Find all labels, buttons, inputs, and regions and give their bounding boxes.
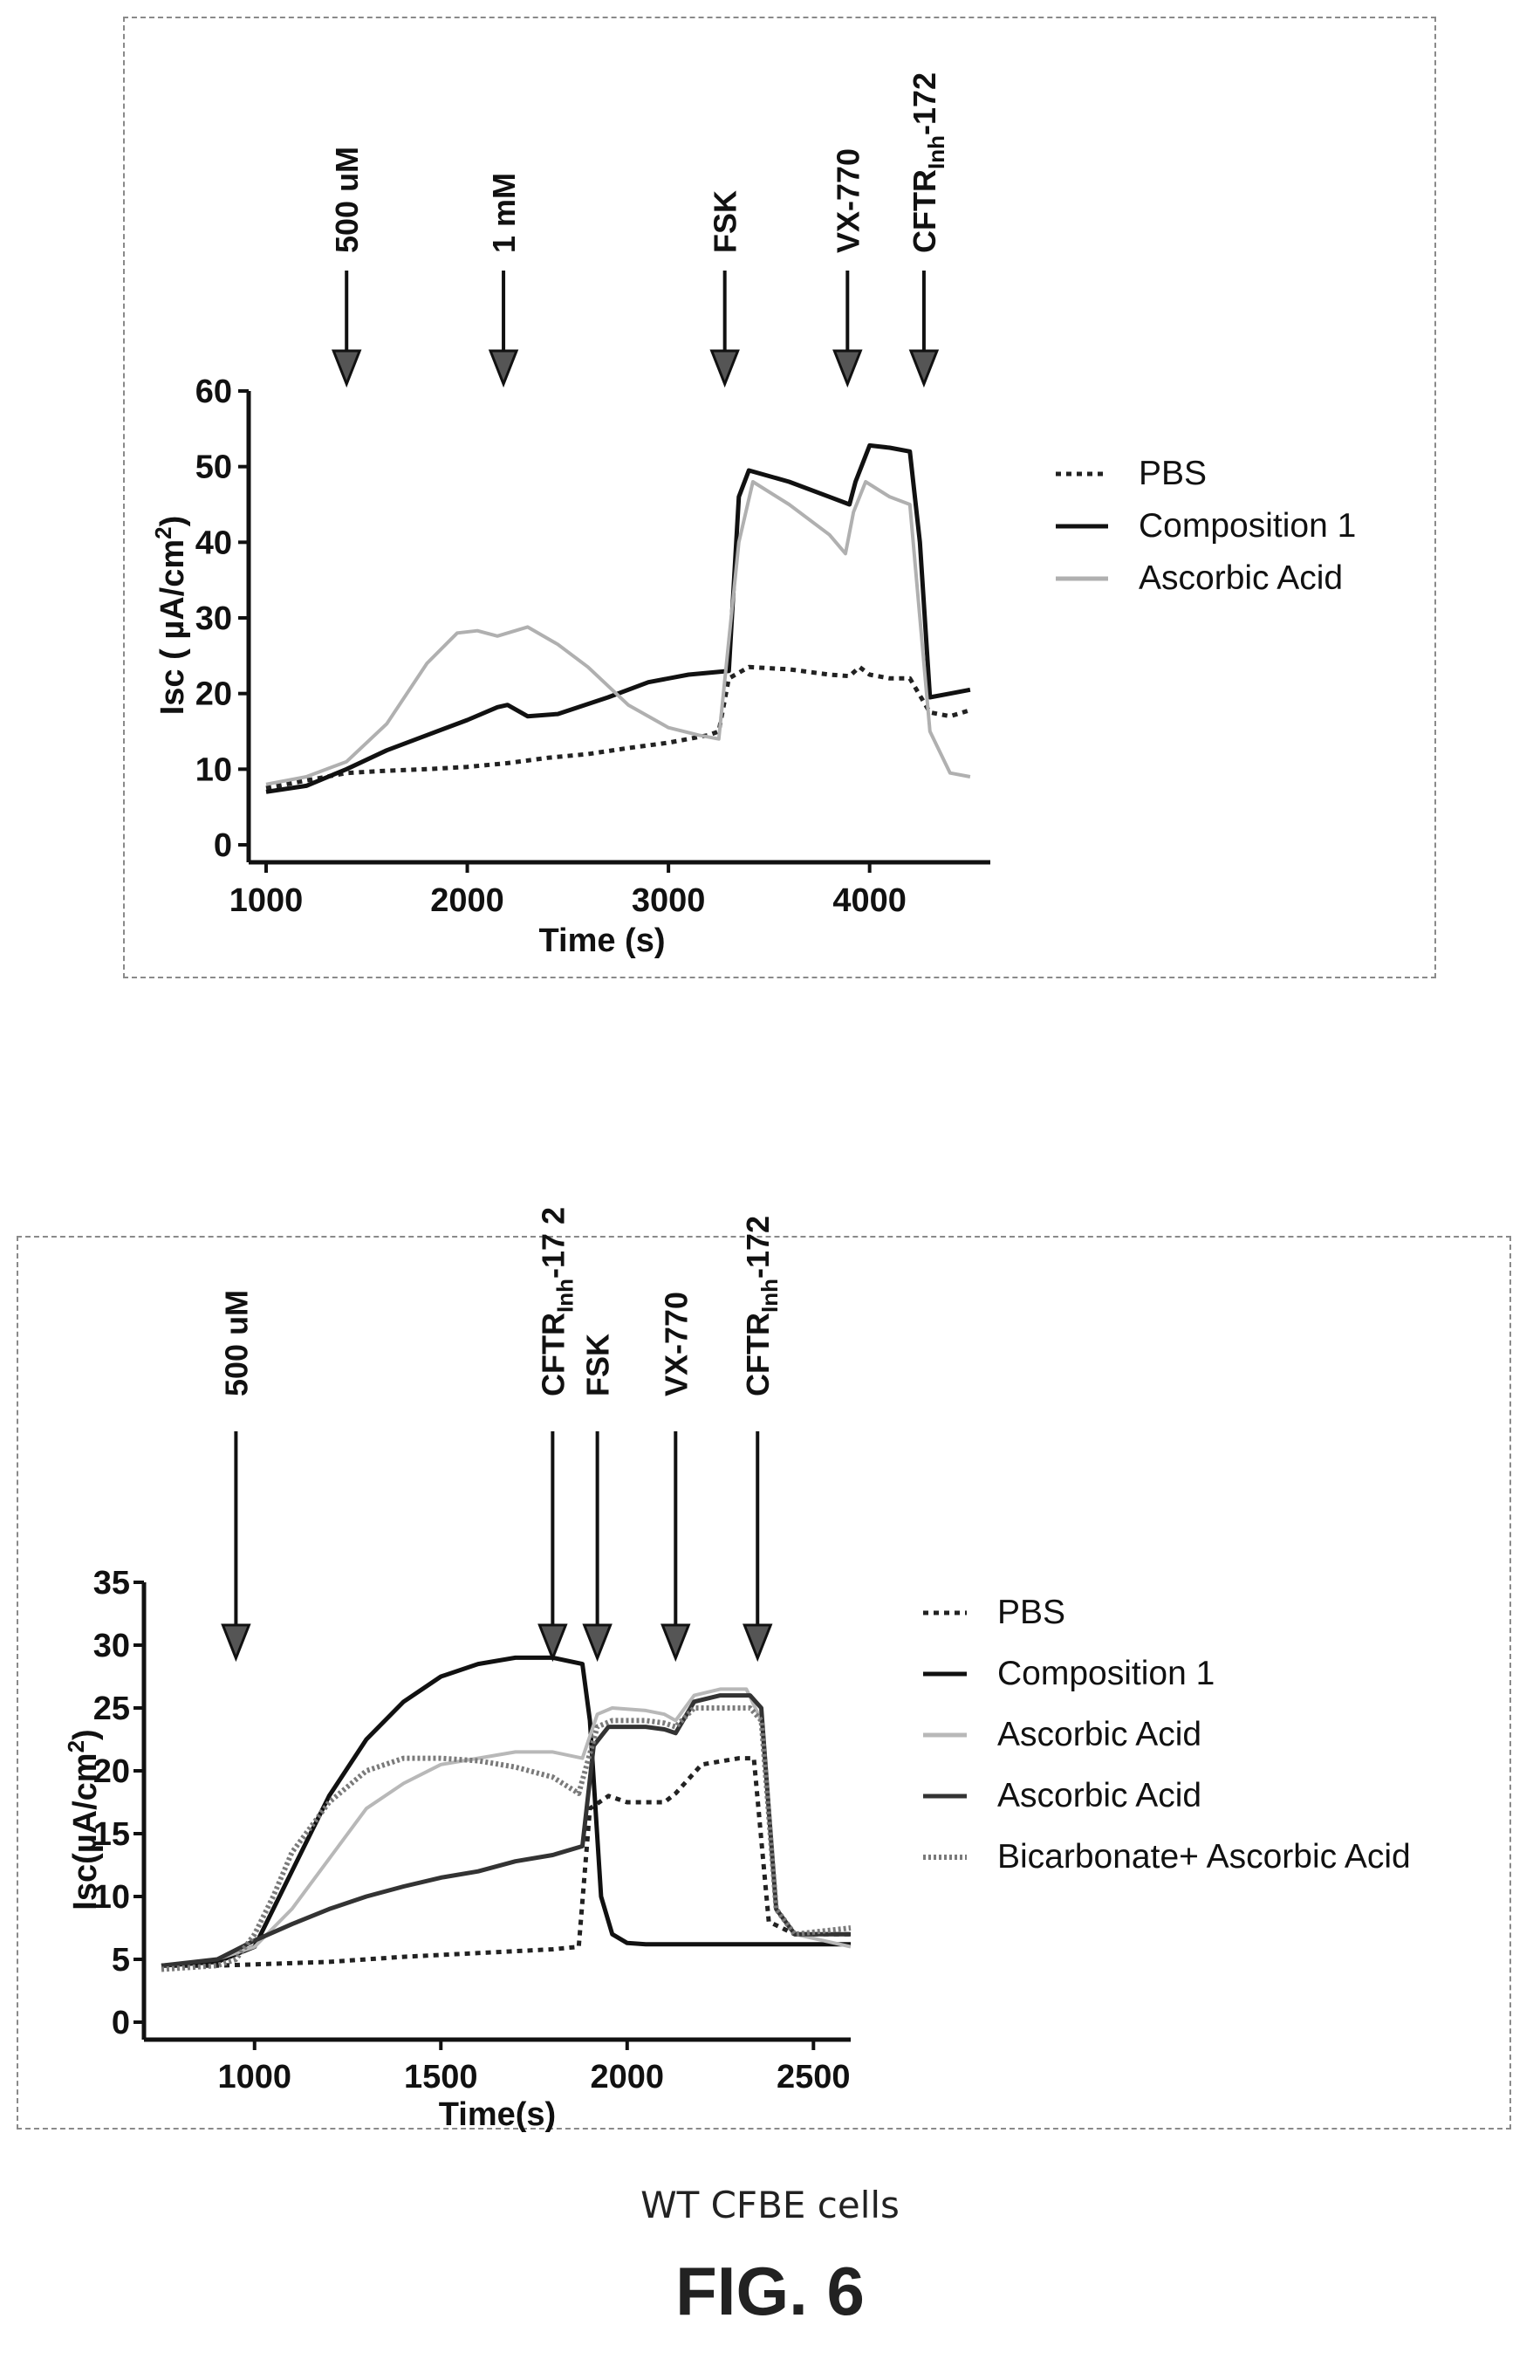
event-arrow-head [221, 1623, 251, 1663]
legend-label: Ascorbic Acid [997, 1777, 1201, 1814]
y-tick-label: 20 [93, 1753, 130, 1790]
y-tick-label: 5 [112, 1942, 130, 1979]
y-tick-label: 30 [93, 1628, 130, 1664]
event-marker [908, 271, 940, 388]
event-label: 500 uM [218, 1290, 254, 1396]
event-arrow-head [488, 349, 519, 388]
y-axis-title: Isc(µA/cm2) [63, 1729, 104, 1910]
event-marker [660, 1431, 691, 1663]
y-tick-label: 25 [93, 1691, 130, 1727]
y-tick-label: 35 [93, 1565, 130, 1602]
event-label: VX-770 [658, 1292, 694, 1396]
x-tick-label: 1000 [217, 2059, 291, 2095]
figure-caption: WT CFBE cells [640, 2184, 900, 2226]
event-label: CFTRInh-17 2 [535, 1207, 578, 1396]
series-line [161, 1693, 851, 1968]
y-tick-label: 50 [195, 449, 232, 486]
event-label: CFTRInh-172 [907, 72, 949, 253]
series-line [161, 1655, 851, 1968]
event-arrow-head [743, 1623, 773, 1663]
x-tick-label: 1000 [229, 882, 304, 919]
y-tick-label: 40 [195, 525, 232, 561]
event-marker [743, 1431, 773, 1663]
y-axis-title: Isc ( µA/cm2) [150, 516, 191, 716]
chart-panel-top [123, 17, 1436, 978]
event-label: 1 mM [486, 173, 522, 253]
figure-label: FIG. 6 [675, 2253, 865, 2329]
x-tick-label: 3000 [632, 882, 706, 919]
legend-label: Ascorbic Acid [997, 1716, 1201, 1753]
legend-label: Bicarbonate+ Ascorbic Acid [997, 1838, 1411, 1876]
x-axis-title: Time (s) [538, 923, 665, 959]
event-arrow-head [660, 1623, 691, 1663]
event-marker [709, 271, 740, 388]
event-label: VX-770 [830, 148, 866, 253]
event-marker [221, 1431, 251, 1663]
y-tick-label: 20 [195, 676, 232, 713]
event-marker [332, 271, 362, 388]
y-tick-label: 10 [195, 751, 232, 788]
x-tick-label: 2000 [430, 882, 504, 919]
series-line [161, 1756, 851, 1968]
x-tick-label: 4000 [832, 882, 907, 919]
legend-label: PBS [997, 1594, 1065, 1631]
legend-label: Composition 1 [997, 1655, 1215, 1692]
event-label: FSK [580, 1334, 616, 1396]
event-label: FSK [708, 190, 743, 253]
event-arrow-head [582, 1623, 613, 1663]
event-arrow-head [332, 349, 362, 388]
event-arrow-head [709, 349, 740, 388]
event-marker [832, 271, 863, 388]
x-tick-label: 2500 [777, 2059, 851, 2095]
y-tick-label: 30 [195, 600, 232, 637]
event-marker [582, 1431, 613, 1663]
y-tick-label: 60 [195, 374, 232, 410]
event-arrow-head [537, 1623, 568, 1663]
y-tick-label: 0 [214, 827, 232, 864]
y-tick-label: 0 [112, 2005, 130, 2041]
x-axis-title: Time(s) [439, 2096, 556, 2133]
legend-label: Composition 1 [1139, 507, 1356, 545]
event-arrow-head [832, 349, 863, 388]
y-tick-label: 10 [93, 1879, 130, 1916]
legend-label: PBS [1139, 455, 1207, 492]
y-tick-label: 15 [93, 1816, 130, 1853]
event-arrow-head [908, 349, 940, 388]
event-label: 500 uM [329, 147, 365, 253]
series-line [161, 1705, 852, 1972]
series-line [265, 480, 971, 786]
event-marker [488, 271, 519, 388]
event-marker [537, 1431, 568, 1663]
x-tick-label: 2000 [591, 2059, 665, 2095]
series-line [265, 664, 971, 791]
x-tick-label: 1500 [404, 2059, 478, 2095]
event-label: CFTRInh-172 [740, 1216, 783, 1396]
legend-label: Ascorbic Acid [1139, 559, 1343, 597]
chart-panel-bottom [17, 1236, 1511, 2130]
series-line [265, 442, 971, 794]
